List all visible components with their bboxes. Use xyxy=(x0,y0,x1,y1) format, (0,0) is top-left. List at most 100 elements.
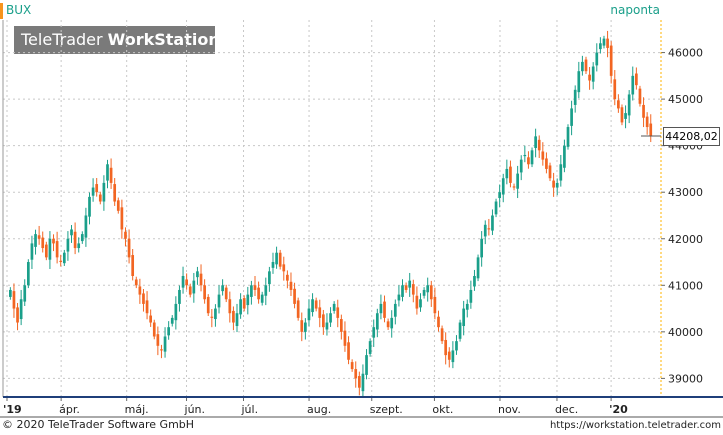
candle-body xyxy=(19,299,23,320)
teletrader-logo: TeleTrader WorkStation xyxy=(14,26,220,54)
candle-body xyxy=(232,310,235,323)
candle-body xyxy=(361,373,365,392)
x-tick-label: ápr. xyxy=(59,403,80,416)
candle-body xyxy=(199,273,203,286)
candle-body xyxy=(627,94,631,116)
candle-body xyxy=(602,38,606,46)
copyright-text: © 2020 TeleTrader Software GmbH xyxy=(2,418,195,431)
candle-body xyxy=(372,327,376,338)
candle-body xyxy=(426,285,430,293)
candle-body xyxy=(354,369,358,379)
candle-body xyxy=(131,255,135,276)
candle-body xyxy=(41,237,45,249)
candle-body xyxy=(419,299,422,308)
candle-body xyxy=(357,376,361,388)
candle-body xyxy=(411,284,415,295)
x-tick-label: '19 xyxy=(3,403,22,416)
y-tick-label: 46000 xyxy=(668,47,703,60)
frequency-label[interactable]: naponta xyxy=(610,3,660,17)
candle-body xyxy=(52,238,55,244)
candle-body xyxy=(523,154,527,157)
candle-body xyxy=(167,327,170,336)
x-tick-label: júl. xyxy=(241,403,259,416)
candle-body xyxy=(584,59,588,72)
candle-body xyxy=(296,300,300,318)
candle-body xyxy=(527,157,530,165)
candle-body xyxy=(408,280,412,288)
candle-body xyxy=(617,100,620,109)
candle-body xyxy=(217,294,221,308)
candle-body xyxy=(444,339,448,356)
candle-body xyxy=(649,123,653,136)
candle-body xyxy=(16,307,19,323)
candle-body xyxy=(170,317,174,324)
candle-body xyxy=(26,262,30,286)
candle-body xyxy=(260,294,264,303)
candle-body xyxy=(433,296,437,314)
candle-body xyxy=(541,151,545,160)
candle-body xyxy=(98,194,102,202)
candle-body xyxy=(404,285,408,290)
candle-body xyxy=(163,336,167,352)
candle-body xyxy=(473,275,476,287)
candle-body xyxy=(318,307,322,318)
candle-body xyxy=(106,164,109,181)
candle-body xyxy=(224,287,228,300)
candle-body xyxy=(642,104,645,118)
candle-body xyxy=(142,293,145,304)
chart-grid xyxy=(3,20,661,397)
candle-body xyxy=(102,182,106,202)
candle-body xyxy=(113,184,117,202)
candle-body xyxy=(519,159,523,173)
candle-body xyxy=(174,303,178,321)
candle-body xyxy=(494,201,498,215)
candle-body xyxy=(329,313,332,323)
candle-body xyxy=(84,215,88,238)
candle-body xyxy=(573,89,577,105)
candle-body xyxy=(447,351,451,360)
candle-body xyxy=(566,127,570,147)
candle-body xyxy=(339,319,343,332)
candle-body xyxy=(271,262,275,268)
candle-body xyxy=(469,289,473,303)
candle-body xyxy=(156,334,160,346)
candle-body xyxy=(555,182,559,188)
candle-body xyxy=(559,164,563,181)
candle-body xyxy=(134,279,138,286)
candle-body xyxy=(314,300,318,309)
candle-body xyxy=(311,299,314,313)
candle-body xyxy=(609,45,613,76)
candle-body xyxy=(286,274,289,281)
candle-body xyxy=(537,139,541,151)
candle-body xyxy=(62,252,66,264)
candle-body xyxy=(635,73,638,86)
candle-body xyxy=(588,74,591,81)
candle-body xyxy=(645,116,649,128)
candle-body xyxy=(365,355,368,375)
candle-body xyxy=(386,321,390,328)
y-tick-label: 43000 xyxy=(668,186,703,199)
candle-body xyxy=(379,303,383,314)
candle-body xyxy=(268,271,271,285)
candle-body xyxy=(440,328,444,342)
candle-body xyxy=(12,291,16,309)
x-tick-label: szept. xyxy=(370,403,403,416)
candle-body xyxy=(185,279,188,286)
candle-body xyxy=(293,288,296,304)
candle-body xyxy=(120,207,124,230)
candle-body xyxy=(332,303,336,311)
candle-body xyxy=(465,303,469,310)
candle-body xyxy=(59,260,63,263)
candle-body xyxy=(401,285,404,297)
candle-body xyxy=(393,303,397,317)
source-url-link[interactable]: https://workstation.teletrader.com xyxy=(549,420,721,431)
x-tick-label: aug. xyxy=(307,403,331,416)
candle-body xyxy=(109,167,113,183)
candle-body xyxy=(210,316,214,318)
candle-body xyxy=(455,341,458,351)
candle-body xyxy=(235,313,239,327)
candle-body xyxy=(95,184,99,193)
candle-body xyxy=(505,168,509,179)
candle-body xyxy=(437,316,440,328)
